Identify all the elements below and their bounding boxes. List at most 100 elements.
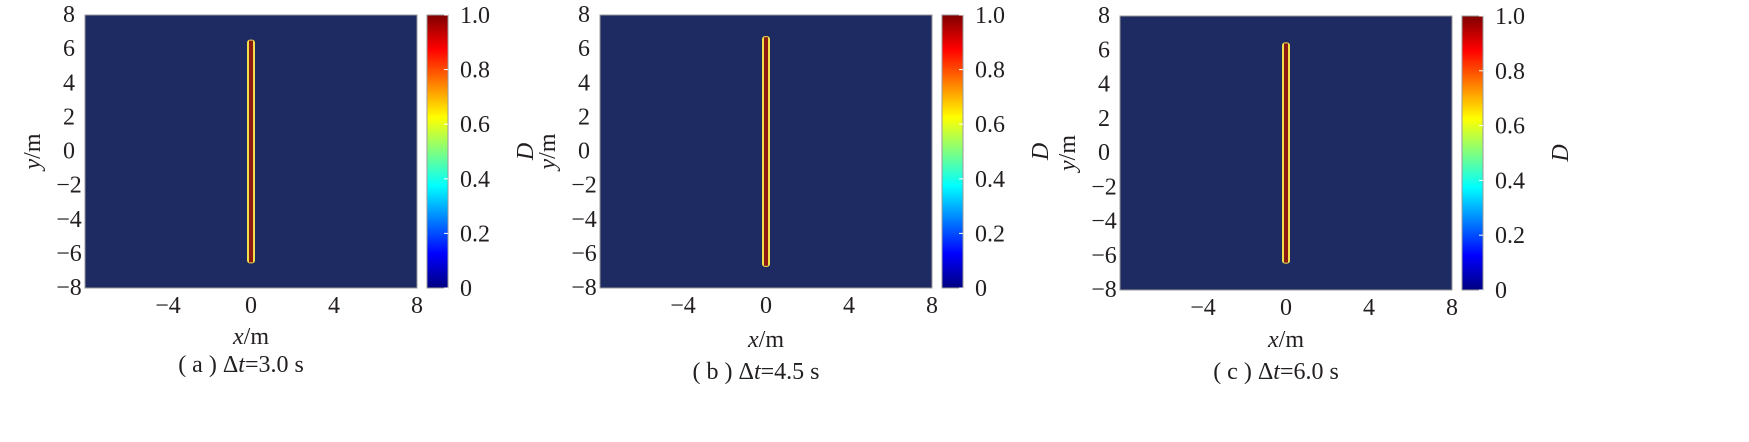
y-tick-label: −2	[571, 173, 597, 199]
crack-band	[1284, 43, 1288, 263]
y-tick-label: 2	[578, 104, 590, 130]
panel-caption: ( a ) Δt=3.0 s	[178, 352, 304, 378]
plot-frame	[599, 14, 933, 289]
y-axis-unit: /m	[535, 133, 561, 159]
caption-var: t	[238, 352, 246, 378]
colorbar-tick-label: 1.0	[975, 3, 1005, 29]
y-tick-label: −8	[1091, 277, 1117, 303]
colorbar-tick-label: 0.6	[1495, 114, 1525, 140]
y-tick-label: 6	[578, 36, 590, 62]
crack-band	[249, 40, 253, 263]
colorbar	[427, 15, 448, 288]
y-tick-label: 8	[1098, 3, 1110, 29]
x-tick-label: 4	[328, 293, 340, 319]
colorbar-tick-label: 0.6	[460, 112, 490, 138]
x-axis-unit: /m	[759, 327, 785, 353]
plot-frame	[1119, 15, 1453, 291]
colorbar-tick-label: 0.8	[975, 58, 1005, 84]
y-tick-label: −8	[56, 275, 82, 301]
caption-suffix: =3.0 s	[245, 352, 304, 378]
colorbar-tick-label: 0	[460, 276, 472, 302]
y-tick-label: −2	[56, 173, 82, 199]
colorbar-tick-label: 0.4	[975, 167, 1005, 193]
colorbar-tick-label: 0.2	[460, 221, 490, 247]
x-axis-unit: /m	[1279, 327, 1305, 353]
y-tick-label: 2	[63, 104, 75, 130]
y-tick-label: 4	[1098, 72, 1110, 98]
colorbar-tick-label: 0.2	[975, 221, 1005, 247]
colorbar-label: D	[1028, 143, 1054, 161]
y-tick-label: 0	[1098, 140, 1110, 166]
caption-var: t	[754, 359, 762, 385]
colorbar-frame	[941, 14, 964, 289]
y-axis-var: y	[535, 159, 561, 172]
colorbar	[942, 15, 963, 288]
x-tick-label: −4	[670, 293, 696, 319]
caption-suffix: =4.5 s	[761, 359, 820, 385]
y-tick-label: 2	[1098, 106, 1110, 132]
colorbar-label: D	[1548, 144, 1574, 162]
x-tick-label: 8	[1446, 295, 1458, 321]
y-tick-label: −6	[1091, 243, 1117, 269]
y-tick-label: −4	[571, 207, 597, 233]
y-tick-label: −2	[1091, 174, 1117, 200]
panel-caption: ( c ) Δt=6.0 s	[1213, 359, 1339, 385]
y-tick-label: −4	[56, 207, 82, 233]
colorbar-tick-label: 1.0	[1495, 4, 1525, 30]
x-axis-unit: /m	[244, 324, 270, 350]
colorbar	[1462, 16, 1483, 290]
colorbar-tick-label: 0.4	[1495, 168, 1525, 194]
y-tick-label: −4	[1091, 209, 1117, 235]
x-axis-label: x/m	[1267, 327, 1304, 353]
y-axis-var: y	[20, 159, 46, 172]
colorbar-label: D	[513, 143, 539, 161]
x-axis-var: x	[1267, 327, 1279, 353]
y-axis-unit: /m	[1055, 135, 1081, 161]
colorbar-tick-label: 0.4	[460, 167, 490, 193]
x-tick-label: 0	[1280, 295, 1292, 321]
colorbar-tick-label: 0.6	[975, 112, 1005, 138]
y-axis-unit: /m	[20, 133, 46, 159]
colorbar-frame	[426, 14, 449, 289]
caption-prefix: ( c ) Δ	[1213, 359, 1273, 385]
x-tick-label: 8	[926, 293, 938, 319]
y-tick-label: −8	[571, 275, 597, 301]
y-axis-label: y/m	[535, 133, 561, 171]
y-tick-label: 0	[63, 139, 75, 165]
y-axis-var: y	[1055, 160, 1081, 173]
x-axis-label: x/m	[232, 324, 269, 350]
colorbar-tick-label: 0.2	[1495, 223, 1525, 249]
plot-frame	[84, 14, 418, 289]
x-tick-label: 0	[245, 293, 257, 319]
y-axis-label: y/m	[1055, 135, 1081, 173]
y-axis-label: y/m	[20, 133, 46, 171]
y-tick-label: 8	[578, 2, 590, 28]
y-tick-label: 8	[63, 2, 75, 28]
caption-suffix: =6.0 s	[1280, 359, 1339, 385]
colorbar-tick-label: 0	[975, 276, 987, 302]
colorbar-tick-label: 0.8	[1495, 59, 1525, 85]
y-tick-label: 6	[1098, 37, 1110, 63]
y-tick-label: 4	[63, 70, 75, 96]
x-axis-var: x	[232, 324, 244, 350]
x-tick-label: 4	[1363, 295, 1375, 321]
x-tick-label: 8	[411, 293, 423, 319]
caption-prefix: ( b ) Δ	[693, 359, 754, 385]
y-tick-label: 6	[63, 36, 75, 62]
x-tick-label: −4	[155, 293, 181, 319]
x-axis-var: x	[747, 327, 759, 353]
colorbar-tick-label: 0	[1495, 278, 1507, 304]
x-tick-label: −4	[1190, 295, 1216, 321]
y-tick-label: −6	[56, 241, 82, 267]
y-tick-label: 4	[578, 70, 590, 96]
caption-prefix: ( a ) Δ	[178, 352, 238, 378]
colorbar-tick-label: 1.0	[460, 3, 490, 29]
y-tick-label: 0	[578, 139, 590, 165]
x-axis-label: x/m	[747, 327, 784, 353]
x-tick-label: 4	[843, 293, 855, 319]
y-tick-label: −6	[571, 241, 597, 267]
